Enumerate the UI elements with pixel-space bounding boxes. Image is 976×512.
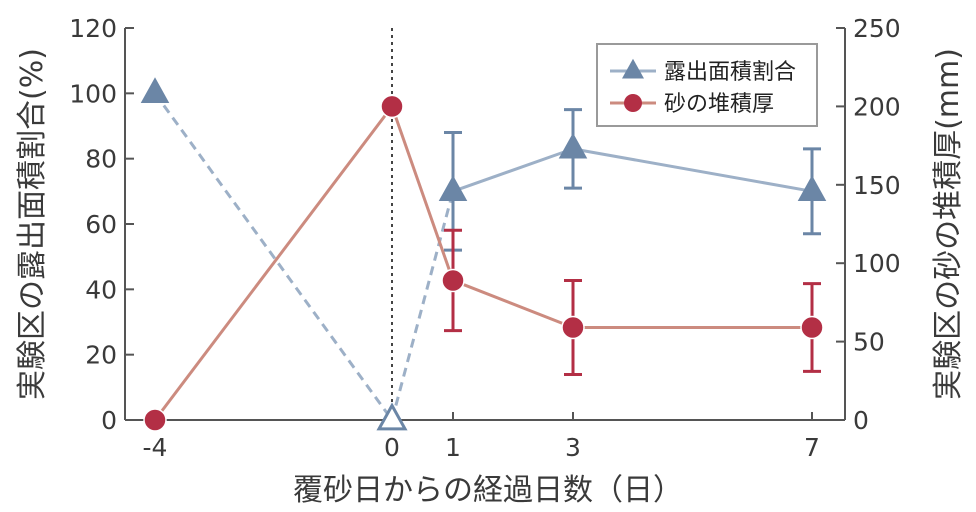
x-tick-label: -4 — [143, 433, 168, 462]
legend-label: 砂の堆積厚 — [664, 92, 774, 117]
left-y-tick-label: 20 — [85, 341, 117, 370]
left-y-tick-label: 120 — [69, 14, 117, 43]
data-point — [376, 402, 408, 431]
series-line-segment — [452, 147, 574, 193]
right-y-tick-label: 150 — [853, 171, 901, 200]
data-point — [143, 408, 167, 432]
axes: 0 20 40 60 80 100 120 0 50 100 150 200 250 -4 0 1 3 7 覆砂日か… — [15, 14, 966, 508]
data-point — [797, 175, 827, 201]
data-point — [438, 175, 468, 201]
legend-marker — [624, 94, 642, 112]
left-y-tick-label: 80 — [85, 145, 117, 174]
left-y-tick-label: 40 — [85, 275, 117, 304]
series-line-segment — [390, 105, 455, 281]
data-point — [380, 94, 404, 119]
legend-box — [596, 43, 818, 127]
right-y-tick-label: 100 — [853, 249, 901, 278]
x-axis-title: 覆砂日からの経過日数（日） — [293, 473, 683, 508]
data-point — [561, 315, 585, 340]
right-y-axis-title: 実験区の砂の堆積厚(mm) — [931, 48, 966, 400]
data-point — [441, 268, 465, 293]
series-line-segment — [572, 147, 813, 193]
right-y-tick-label: 250 — [853, 14, 901, 43]
left-y-tick-label: 60 — [85, 210, 117, 239]
x-tick-label: 1 — [445, 433, 461, 462]
series-line-segment — [153, 92, 394, 421]
x-tick-label: 0 — [384, 433, 400, 462]
series-sand-thickness — [143, 94, 824, 432]
series-line-segment — [452, 279, 574, 329]
left-y-axis-title: 実験区の露出面積割合(%) — [15, 48, 50, 400]
right-y-tick-label: 50 — [853, 328, 885, 357]
data-point — [140, 77, 170, 103]
left-y-tick-label: 100 — [69, 79, 117, 108]
x-tick-label: 7 — [804, 433, 820, 462]
series-line-segment — [153, 105, 394, 421]
legend-marker — [622, 58, 644, 79]
left-y-tick-label: 0 — [101, 406, 117, 435]
data-point — [800, 315, 824, 340]
x-tick-label: 3 — [565, 433, 581, 462]
right-y-tick-label: 200 — [853, 92, 901, 121]
data-point — [558, 132, 588, 159]
right-y-tick-label: 0 — [853, 406, 869, 435]
series-exposed-area — [140, 77, 827, 431]
series-line-segment — [390, 190, 455, 421]
legend-label: 露出面積割合 — [664, 60, 796, 85]
series-layer — [140, 77, 827, 432]
